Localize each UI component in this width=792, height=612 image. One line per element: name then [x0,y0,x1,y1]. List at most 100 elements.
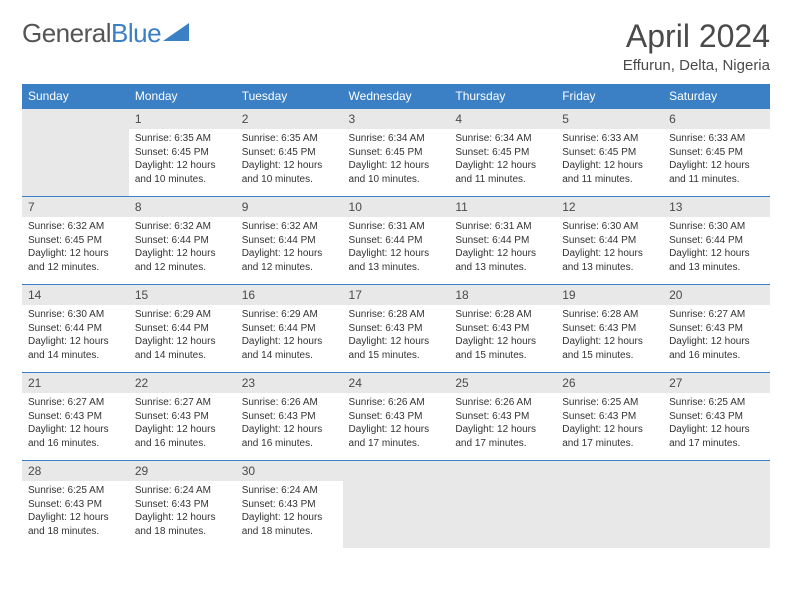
day-number-cell: 21 [22,373,129,394]
sunrise-text: Sunrise: 6:28 AM [562,308,657,322]
sunset-text: Sunset: 6:45 PM [28,234,123,248]
day-info-cell: Sunrise: 6:31 AMSunset: 6:44 PMDaylight:… [343,217,450,285]
sunset-text: Sunset: 6:43 PM [28,498,123,512]
day-info-cell: Sunrise: 6:32 AMSunset: 6:45 PMDaylight:… [22,217,129,285]
day-info-cell: Sunrise: 6:30 AMSunset: 6:44 PMDaylight:… [556,217,663,285]
day-number-cell [22,109,129,130]
daylight-text: Daylight: 12 hours [242,511,337,525]
day-info-cell: Sunrise: 6:35 AMSunset: 6:45 PMDaylight:… [129,129,236,197]
sunrise-text: Sunrise: 6:27 AM [28,396,123,410]
sunrise-text: Sunrise: 6:32 AM [135,220,230,234]
day-info-row: Sunrise: 6:32 AM Sunset: 6:45 PM Daylight:… [22,217,770,285]
daylight-text: and 18 minutes. [135,525,230,539]
sunrise-text: Sunrise: 6:28 AM [455,308,550,322]
day-info-cell: Sunrise: 6:27 AMSunset: 6:43 PMDaylight:… [663,305,770,373]
day-info-cell: Sunrise: 6:31 AMSunset: 6:44 PMDaylight:… [449,217,556,285]
sunset-text: Sunset: 6:44 PM [242,234,337,248]
daylight-text: Daylight: 12 hours [562,159,657,173]
day-info-cell [343,481,450,548]
daylight-text: and 17 minutes. [562,437,657,451]
day-info-cell: Sunrise: 6:25 AMSunset: 6:43 PMDaylight:… [663,393,770,461]
calendar-page: GeneralBlue April 2024 Effurun, Delta, N… [0,0,792,566]
sunset-text: Sunset: 6:44 PM [242,322,337,336]
sunrise-text: Sunrise: 6:30 AM [28,308,123,322]
day-info-row: Sunrise: 6:25 AMSunset: 6:43 PMDaylight:… [22,481,770,548]
sunset-text: Sunset: 6:43 PM [562,322,657,336]
daylight-text: Daylight: 12 hours [349,423,444,437]
daylight-text: and 14 minutes. [242,349,337,363]
day-number-cell: 26 [556,373,663,394]
daylight-text: and 11 minutes. [562,173,657,187]
sunrise-text: Sunrise: 6:26 AM [242,396,337,410]
day-number-cell: 29 [129,461,236,482]
sunset-text: Sunset: 6:43 PM [349,410,444,424]
sunrise-text: Sunrise: 6:32 AM [242,220,337,234]
day-number-cell: 22 [129,373,236,394]
daylight-text: and 17 minutes. [669,437,764,451]
day-number-cell [556,461,663,482]
sunset-text: Sunset: 6:43 PM [455,322,550,336]
daylight-text: and 12 minutes. [135,261,230,275]
sunrise-text: Sunrise: 6:28 AM [349,308,444,322]
day-number-cell: 25 [449,373,556,394]
day-info-cell [663,481,770,548]
daylight-text: and 18 minutes. [242,525,337,539]
day-info-cell: Sunrise: 6:24 AMSunset: 6:43 PMDaylight:… [129,481,236,548]
day-header: Saturday [663,84,770,109]
sunset-text: Sunset: 6:43 PM [349,322,444,336]
sunrise-text: Sunrise: 6:27 AM [135,396,230,410]
daylight-text: and 16 minutes. [28,437,123,451]
calendar-table: Sunday Monday Tuesday Wednesday Thursday… [22,84,770,548]
daylight-text: Daylight: 12 hours [455,247,550,261]
sunset-text: Sunset: 6:44 PM [669,234,764,248]
day-number-row: 21222324252627 [22,373,770,394]
day-info-cell: Sunrise: 6:29 AMSunset: 6:44 PMDaylight:… [129,305,236,373]
sunrise-text: Sunrise: 6:27 AM [669,308,764,322]
day-number-cell: 27 [663,373,770,394]
daylight-text: and 12 minutes. [28,261,123,275]
day-number-cell: 18 [449,285,556,306]
daylight-text: Daylight: 12 hours [28,511,123,525]
sunset-text: Sunset: 6:45 PM [349,146,444,160]
daylight-text: Daylight: 12 hours [562,423,657,437]
day-number-cell: 17 [343,285,450,306]
daylight-text: Daylight: 12 hours [242,247,337,261]
sunset-text: Sunset: 6:44 PM [135,234,230,248]
day-info-cell: Sunrise: 6:32 AMSunset: 6:44 PMDaylight:… [129,217,236,285]
daylight-text: and 16 minutes. [242,437,337,451]
daylight-text: Daylight: 12 hours [455,423,550,437]
day-info-cell: Sunrise: 6:26 AMSunset: 6:43 PMDaylight:… [449,393,556,461]
sunset-text: Sunset: 6:44 PM [28,322,123,336]
daylight-text: Daylight: 12 hours [135,247,230,261]
day-header: Wednesday [343,84,450,109]
day-number-cell: 9 [236,197,343,218]
sunrise-text: Sunrise: 6:29 AM [135,308,230,322]
sunset-text: Sunset: 6:43 PM [455,410,550,424]
day-info-cell: Sunrise: 6:24 AMSunset: 6:43 PMDaylight:… [236,481,343,548]
sunrise-text: Sunrise: 6:33 AM [669,132,764,146]
daylight-text: Daylight: 12 hours [349,335,444,349]
sunrise-text: Sunrise: 6:34 AM [349,132,444,146]
calendar-body: 123456Sunrise: 6:35 AMSunset: 6:45 PMDay… [22,109,770,549]
location-subtitle: Effurun, Delta, Nigeria [623,57,770,74]
daylight-text: and 13 minutes. [455,261,550,275]
day-number-cell: 10 [343,197,450,218]
title-block: April 2024 Effurun, Delta, Nigeria [623,18,770,74]
day-number-cell: 4 [449,109,556,130]
day-header: Sunday [22,84,129,109]
daylight-text: Daylight: 12 hours [28,335,123,349]
day-info-cell: Sunrise: 6:25 AMSunset: 6:43 PMDaylight:… [556,393,663,461]
day-info-cell [449,481,556,548]
day-number-cell: 5 [556,109,663,130]
daylight-text: Daylight: 12 hours [28,423,123,437]
day-info-cell: Sunrise: 6:33 AMSunset: 6:45 PMDaylight:… [663,129,770,197]
day-header: Friday [556,84,663,109]
daylight-text: and 13 minutes. [669,261,764,275]
day-info-cell: Sunrise: 6:28 AMSunset: 6:43 PMDaylight:… [343,305,450,373]
sunset-text: Sunset: 6:43 PM [562,410,657,424]
sunrise-text: Sunrise: 6:31 AM [349,220,444,234]
daylight-text: and 17 minutes. [349,437,444,451]
sunrise-text: Sunrise: 6:29 AM [242,308,337,322]
sunrise-text: Sunrise: 6:34 AM [455,132,550,146]
daylight-text: Daylight: 12 hours [242,159,337,173]
